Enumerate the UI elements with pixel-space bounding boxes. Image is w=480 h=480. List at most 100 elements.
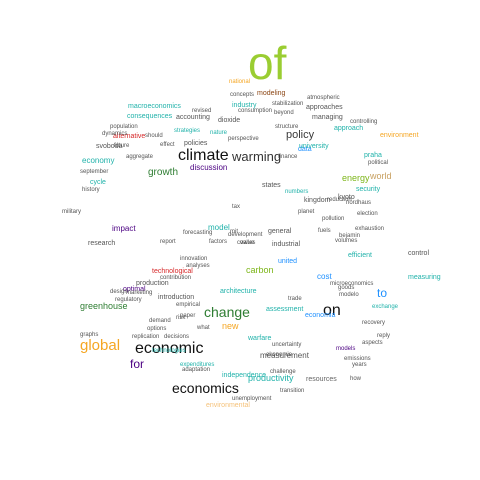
word-development: development	[228, 232, 263, 238]
word-numbers: numbers	[285, 189, 309, 195]
word-states: states	[262, 182, 281, 189]
word-election: election	[357, 211, 378, 217]
word-policies: policies	[184, 140, 208, 147]
word-report: report	[160, 239, 176, 245]
word-architecture: architecture	[220, 288, 257, 295]
word-environment: environment	[380, 132, 419, 139]
word-praha: praha	[364, 152, 382, 159]
word-models: models	[336, 346, 356, 352]
word-forecasting: forecasting	[183, 230, 213, 236]
word-alternative: alternative	[113, 133, 146, 140]
word-change: change	[204, 304, 250, 320]
word-risk: risk	[176, 315, 186, 321]
word-strategies: strategies	[174, 128, 201, 134]
word-managing: managing	[312, 114, 343, 121]
word-tax: tax	[232, 204, 241, 210]
word-optimal: optimal	[123, 286, 146, 293]
word-aspects: aspects	[362, 340, 383, 346]
word-world: world	[370, 171, 392, 181]
word-discussion: discussion	[190, 163, 228, 172]
word-control: control	[408, 250, 430, 257]
word-unemployment: unemployment	[232, 396, 272, 402]
word-industry: industry	[232, 102, 257, 109]
word-industrial: industrial	[272, 241, 301, 248]
word-bejamin: bejamin	[339, 233, 361, 239]
word-revised: revised	[192, 108, 212, 114]
word-beyond: beyond	[274, 110, 294, 116]
word-university: university	[299, 143, 329, 150]
word-reduction: reduction	[327, 197, 352, 203]
word-how: how	[350, 376, 362, 382]
word-approaches: approaches	[306, 104, 343, 111]
word-contribution: contribution	[160, 275, 192, 281]
word-history: history	[82, 187, 100, 193]
word-pollution: pollution	[322, 216, 345, 222]
word-energy: energy	[342, 173, 370, 183]
word-model: model	[208, 223, 230, 232]
word-regulatory: regulatory	[115, 297, 142, 303]
word-carbon: carbon	[246, 265, 274, 275]
word-resources: resources	[306, 376, 337, 383]
word-impact: impact	[112, 224, 136, 233]
word-of: of	[248, 37, 287, 89]
word-dioxide: dioxide	[218, 117, 241, 124]
word-emissions: emissions	[344, 356, 371, 362]
word-greenhouse: greenhouse	[80, 301, 128, 311]
word-structure: structure	[275, 124, 299, 130]
word-measuring: measuring	[408, 274, 441, 281]
word-exhaustion: exhaustion	[355, 226, 385, 232]
word-transition: transition	[280, 388, 305, 394]
word-concepts: concepts	[230, 92, 255, 98]
word-security: security	[356, 186, 381, 193]
word-innovation: innovation	[180, 256, 208, 262]
word-aggregate: aggregate	[126, 154, 154, 160]
word-uncertainty: uncertainty	[272, 342, 302, 348]
word-general: general	[268, 228, 292, 235]
word-ekonomie: ekonomie	[266, 352, 293, 358]
word-technologies: technologies	[152, 348, 186, 354]
word-value: value	[240, 240, 255, 246]
word-for: for	[130, 357, 145, 371]
word-trade: trade	[288, 296, 302, 302]
word-global: global	[80, 337, 121, 354]
word-productivity: productivity	[248, 373, 294, 383]
word-marketing: marketing	[126, 290, 153, 296]
word-consumption: consumption	[238, 108, 273, 114]
word-data: data	[298, 146, 312, 153]
word-september: september	[80, 169, 109, 175]
word-environmental: environmental	[206, 402, 250, 409]
word-united: united	[278, 258, 298, 265]
word-perspective: perspective	[228, 136, 259, 142]
word-recovery: recovery	[362, 320, 386, 326]
word-production: production	[136, 280, 169, 287]
word-factors: factors	[209, 239, 228, 245]
word-dynamics: dynamics	[102, 131, 128, 137]
word-empirical: empirical	[176, 302, 201, 308]
word-independence: independence	[222, 372, 266, 379]
word-introduction: introduction	[158, 294, 195, 301]
word-modelo: modelo	[339, 292, 359, 298]
word-cowles: cowles	[237, 240, 256, 246]
word-accounting: accounting	[176, 114, 210, 121]
word-economic: economic	[135, 340, 204, 357]
word-analyses: analyses	[186, 263, 210, 269]
word-cycle: cycle	[90, 179, 106, 186]
word-svoboda: svoboda	[96, 143, 123, 150]
word-finance: finance	[278, 154, 298, 160]
word-on: on	[323, 302, 341, 319]
word-adaptation: adaptation	[182, 367, 211, 373]
word-challenge: challenge	[270, 369, 296, 375]
word-growth: growth	[148, 167, 179, 178]
word-cost: cost	[317, 272, 332, 281]
word-design: design	[110, 289, 128, 295]
word-nature: nature	[210, 130, 228, 136]
word-military: military	[62, 209, 81, 215]
word-effect: effect	[160, 142, 175, 148]
word-kingdom: kingdom	[304, 197, 331, 204]
word-future: future	[114, 143, 130, 149]
word-graphs: graphs	[80, 332, 99, 338]
word-volumes: volumes	[335, 238, 358, 244]
word-consequences: consequences	[127, 113, 173, 120]
word-options: options	[147, 326, 167, 332]
